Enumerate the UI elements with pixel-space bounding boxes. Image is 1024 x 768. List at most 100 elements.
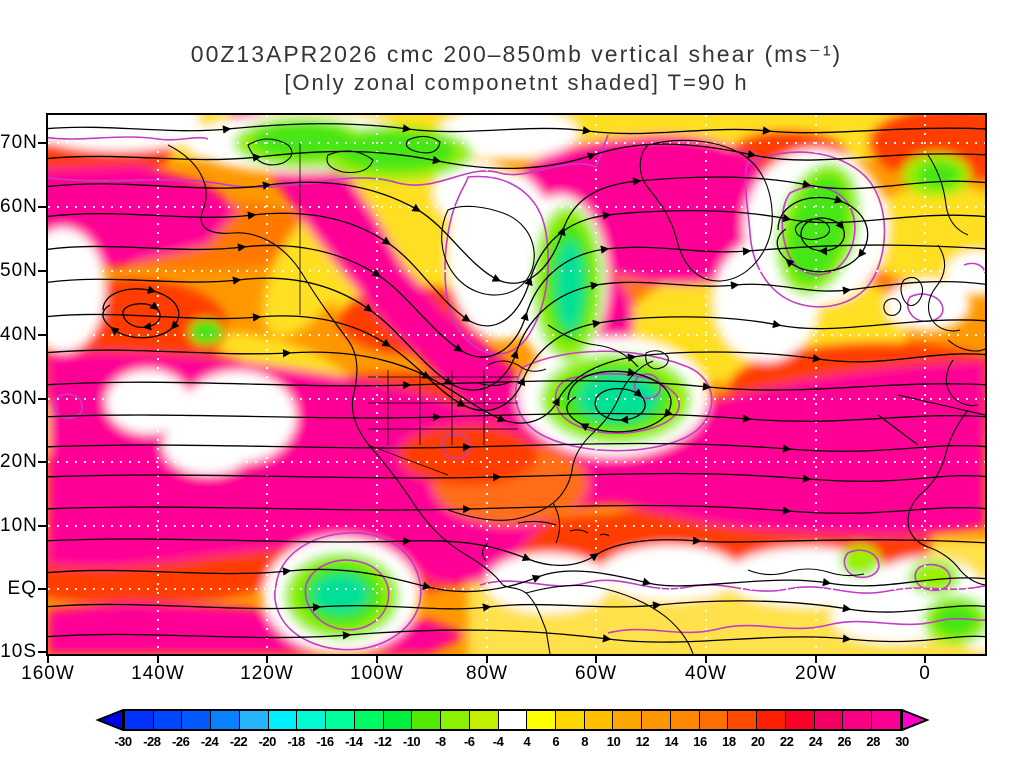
colorbar-tick-label: 28 <box>866 734 880 749</box>
lon-tick-mark <box>47 654 49 663</box>
lat-tick-mark <box>38 651 48 653</box>
lon-tick-label: 100W <box>350 663 404 684</box>
lat-tick-mark <box>38 206 48 208</box>
colorbar-tick-label: 16 <box>693 734 707 749</box>
colorbar-segment <box>814 711 844 729</box>
lat-tick-label: 40N <box>0 324 38 345</box>
colorbar-tick-label: 20 <box>751 734 765 749</box>
colorbar-tick-label: -6 <box>463 734 475 749</box>
colorbar-segment <box>699 711 729 729</box>
lon-tick-label: 40W <box>684 663 728 684</box>
colorbar-tick-label: 8 <box>581 734 588 749</box>
colorbar-tick-label: 30 <box>895 734 909 749</box>
colorbar-segment <box>527 711 557 729</box>
lon-tick-mark <box>705 654 707 663</box>
colorbar-segment <box>728 711 758 729</box>
lon-tick-label: 80W <box>465 663 509 684</box>
lat-tick-label: 20N <box>0 451 38 472</box>
colorbar-tick-label: 14 <box>664 734 678 749</box>
lat-tick-label: 10S <box>0 641 37 662</box>
lon-tick-mark <box>157 654 159 663</box>
colorbar-tick-label: -28 <box>143 734 161 749</box>
colorbar-segment <box>498 711 528 729</box>
lat-tick-mark <box>38 398 48 400</box>
colorbar-segment <box>642 711 671 729</box>
colorbar-segment <box>872 711 900 729</box>
lat-tick-mark <box>38 334 48 336</box>
colorbar-tick-label: 24 <box>808 734 823 749</box>
lon-tick-mark <box>376 654 378 663</box>
lat-tick-label: 60N <box>0 196 38 217</box>
colorbar-tick-label: -16 <box>316 734 334 749</box>
lon-tick-label: 60W <box>574 663 618 684</box>
colorbar-right-arrow <box>902 709 930 731</box>
colorbar-segment <box>326 711 355 729</box>
lon-tick-mark <box>815 654 817 663</box>
lat-tick-mark <box>38 270 48 272</box>
colorbar-segment <box>125 711 154 729</box>
colorbar-tick-label: 12 <box>635 734 650 749</box>
lat-tick-label: EQ <box>7 578 37 599</box>
lon-tick-mark <box>486 654 488 663</box>
map-graphic <box>48 115 985 654</box>
lon-tick-label: 120W <box>240 663 294 684</box>
colorbar-segment <box>670 711 700 729</box>
lon-tick-mark <box>924 654 926 663</box>
colorbar-segment <box>556 711 585 729</box>
title-line2: [Only zonal componetnt shaded] T=90 h <box>284 70 749 95</box>
colorbar-tick-label: -4 <box>492 734 504 749</box>
lat-tick-mark <box>38 525 48 527</box>
colorbar-segment <box>584 711 614 729</box>
colorbar-tick-label: -12 <box>374 734 392 749</box>
lon-tick-mark <box>595 654 597 663</box>
colorbar-tick-label: -10 <box>402 734 421 749</box>
colorbar-tick-label: -26 <box>172 734 190 749</box>
colorbar-segment <box>239 711 269 729</box>
colorbar-segment <box>354 711 384 729</box>
colorbar-tick-label: 4 <box>523 734 531 749</box>
colorbar-tick-label: -20 <box>258 734 277 749</box>
lat-tick-mark <box>38 588 48 590</box>
colorbar-segment <box>757 711 786 729</box>
lat-tick-label: 10N <box>0 515 38 536</box>
colorbar-tick-label: 18 <box>722 734 736 749</box>
colorbar-tick-label: -30 <box>114 734 132 749</box>
colorbar-segment <box>412 711 442 729</box>
colorbar-segment <box>153 711 183 729</box>
colorbar-tick-label: -14 <box>345 734 363 749</box>
colorbar-segment <box>182 711 212 729</box>
colorbar-tick-label: -22 <box>229 734 248 749</box>
colorbar-tick-label: -18 <box>287 734 305 749</box>
colorbar-segment <box>268 711 298 729</box>
colorbar-tick-label: 26 <box>837 734 852 749</box>
lat-tick-label: 30N <box>0 388 38 409</box>
colorbar-segment <box>785 711 815 729</box>
colorbar-bar <box>95 709 930 731</box>
colorbar-segment <box>297 711 327 729</box>
colorbar-tick-label: 22 <box>779 734 794 749</box>
lon-tick-mark <box>266 654 268 663</box>
colorbar-tick-label: 6 <box>552 734 560 749</box>
colorbar-segments <box>123 709 902 731</box>
lat-tick-mark <box>38 142 48 144</box>
colorbar-left-arrow <box>95 709 123 731</box>
colorbar-segment <box>469 711 499 729</box>
colorbar-tick-label: -8 <box>435 734 446 749</box>
lat-tick-mark <box>38 461 48 463</box>
lon-tick-label: 160W <box>21 663 75 684</box>
colorbar-tick-label: -24 <box>200 734 219 749</box>
lon-tick-label: 20W <box>794 663 838 684</box>
title-line1: 00Z13APR2026 cmc 200–850mb vertical shea… <box>190 41 843 67</box>
colorbar: -30 -28 -26 -24 -22 -20 -18 -16 -14 -12 -10 -8 -6 -4 4… <box>95 709 930 768</box>
colorbar-segment <box>843 711 873 729</box>
colorbar-tick-label: 10 <box>606 734 621 749</box>
lat-tick-label: 70N <box>0 132 38 153</box>
colorbar-segment <box>211 711 240 729</box>
chart-title: 00Z13APR2026 cmc 200–850mb vertical shea… <box>48 40 985 96</box>
streamlines-layer <box>48 123 985 643</box>
lon-tick-label: 0 <box>919 663 931 684</box>
colorbar-segment <box>383 711 413 729</box>
colorbar-segment <box>441 711 470 729</box>
lon-tick-label: 140W <box>131 663 185 684</box>
